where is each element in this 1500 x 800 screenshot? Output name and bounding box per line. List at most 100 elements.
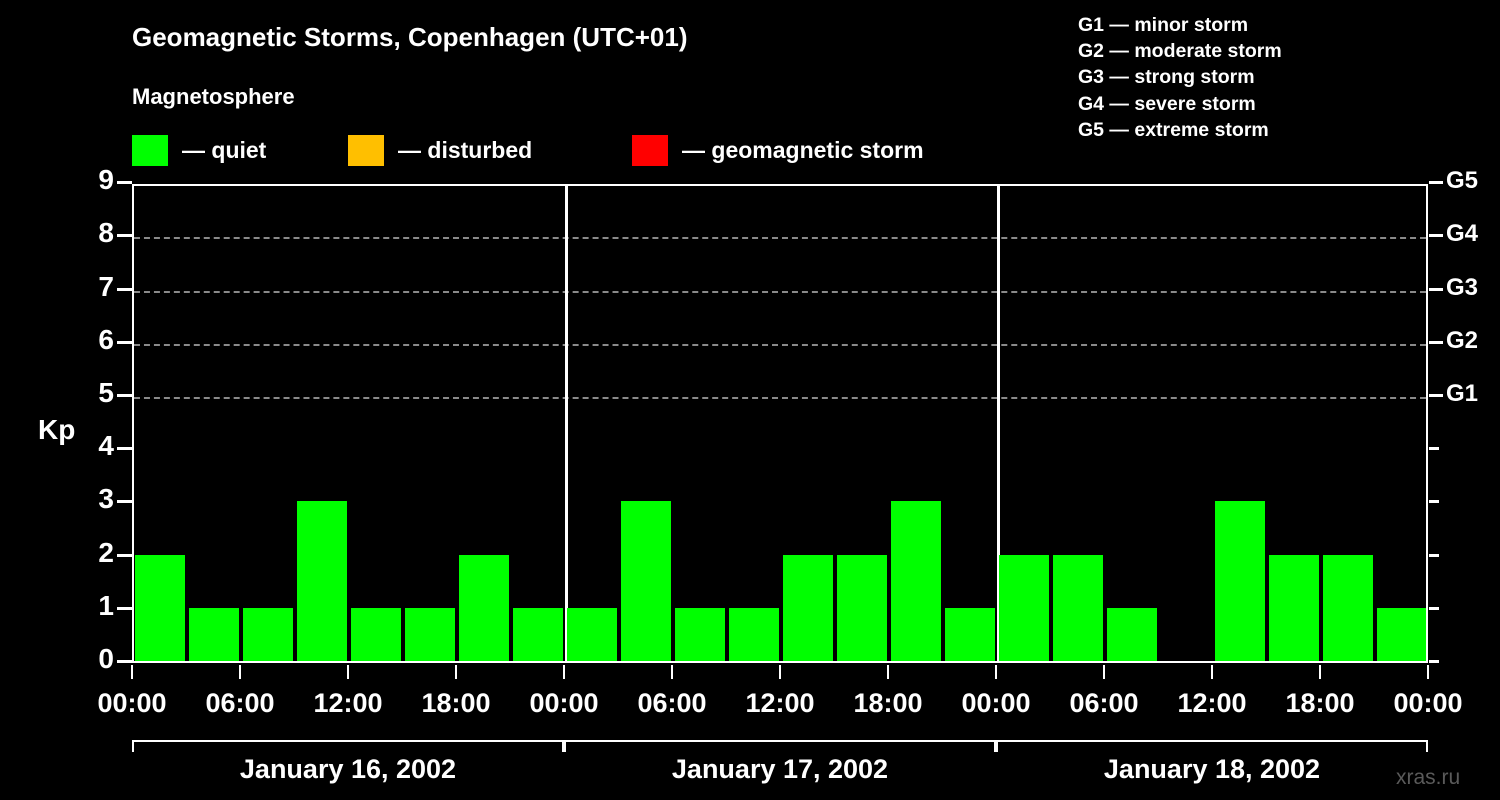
date-bracket-2 [564, 740, 996, 752]
x-tick-label-7: 18:00 [853, 688, 923, 718]
y-tick-mark-5 [117, 394, 132, 397]
g-scale-row-4: G4 — severe storm [1078, 92, 1256, 115]
x-tick-mark-1 [239, 665, 241, 679]
y-tick-mark-2 [117, 553, 132, 557]
x-tick-label-1: 06:00 [205, 688, 275, 718]
gridline-kp-8 [134, 237, 1426, 240]
x-tick-mark-11 [1319, 665, 1321, 679]
gridline-kp-7 [134, 290, 1426, 293]
x-tick-mark-6 [779, 665, 781, 679]
bar[interactable] [351, 607, 401, 661]
y-tick-mark-7 [117, 287, 132, 291]
g-tick-mark-G5 [1429, 181, 1443, 185]
y-tick-label-0: 0 [98, 643, 114, 674]
x-tick-mark-7 [887, 665, 889, 679]
x-tick-mark-0 [131, 665, 133, 679]
bar[interactable] [999, 554, 1049, 661]
legend-item-1: — disturbed [348, 132, 532, 168]
x-tick-mark-2 [347, 665, 349, 679]
day-divider-1 [565, 186, 568, 661]
g-scale-legend: G1 — minor storm G2 — moderate storm G3 — … [1078, 12, 1282, 143]
plot-inner [134, 186, 1426, 661]
right-minor-tick-3 [1429, 500, 1439, 504]
bar[interactable] [1377, 607, 1426, 661]
bar[interactable] [837, 554, 887, 661]
bar[interactable] [1107, 607, 1157, 661]
x-tick-mark-4 [563, 665, 565, 679]
bar[interactable] [1269, 554, 1319, 661]
x-tick-mark-12 [1427, 665, 1429, 679]
day-divider-2 [997, 186, 1000, 661]
bar[interactable] [567, 607, 617, 661]
g-scale-row-1: G1 — minor storm [1078, 14, 1249, 36]
y-tick-label-7: 7 [98, 270, 114, 302]
y-tick-mark-3 [117, 500, 132, 504]
bar[interactable] [1215, 501, 1265, 661]
g-tick-mark-G2 [1429, 340, 1443, 344]
x-tick-label-3: 18:00 [421, 688, 491, 718]
x-tick-mark-10 [1211, 665, 1213, 679]
y-tick-mark-0 [117, 660, 132, 663]
bar[interactable] [729, 607, 779, 661]
bar[interactable] [891, 501, 941, 661]
y-tick-label-3: 3 [98, 483, 114, 515]
date-bracket-1 [132, 740, 564, 752]
x-tick-label-6: 12:00 [745, 688, 815, 718]
g-tick-mark-G1 [1429, 394, 1443, 397]
x-tick-mark-5 [671, 665, 673, 679]
bar[interactable] [621, 501, 671, 661]
plot-area [132, 184, 1428, 663]
bar[interactable] [297, 501, 347, 661]
x-tick-label-5: 06:00 [637, 688, 707, 718]
bar[interactable] [405, 607, 455, 661]
bar[interactable] [1053, 554, 1103, 661]
g-scale-row-2: G2 — moderate storm [1078, 40, 1282, 63]
legend-item-label: — geomagnetic storm [682, 136, 924, 163]
y-tick-label-5: 5 [98, 377, 114, 408]
green-square-icon [132, 134, 168, 166]
g-tick-label-G3: G3 [1446, 273, 1479, 301]
x-tick-mark-9 [1103, 665, 1105, 679]
orange-square-icon [348, 134, 384, 166]
date-bracket-3 [996, 740, 1428, 752]
g-tick-label-G2: G2 [1446, 326, 1479, 354]
watermark: xras.ru [1396, 766, 1461, 789]
bar[interactable] [1323, 554, 1373, 661]
y-tick-label-2: 2 [98, 536, 114, 568]
right-minor-tick-2 [1429, 553, 1439, 557]
x-tick-label-11: 18:00 [1285, 688, 1355, 718]
right-minor-tick-4 [1429, 447, 1439, 451]
bar[interactable] [513, 607, 563, 661]
bar[interactable] [459, 554, 509, 661]
x-tick-label-9: 06:00 [1069, 688, 1139, 718]
y-tick-mark-1 [117, 606, 132, 610]
g-tick-mark-G4 [1429, 234, 1443, 238]
bar[interactable] [783, 554, 833, 661]
red-square-icon [632, 134, 668, 166]
g-tick-label-G5: G5 [1446, 167, 1479, 195]
bar[interactable] [189, 607, 239, 661]
bar[interactable] [243, 607, 293, 661]
g-tick-mark-G3 [1429, 287, 1443, 291]
chart-subtitle: Magnetosphere [132, 84, 295, 109]
y-tick-label-1: 1 [98, 589, 114, 621]
date-label-1: January 16, 2002 [239, 754, 457, 784]
date-label-2: January 17, 2002 [671, 754, 889, 784]
gridline-kp-5 [134, 397, 1426, 399]
g-scale-row-3: G3 — strong storm [1078, 66, 1255, 89]
g-tick-label-G1: G1 [1446, 380, 1479, 407]
x-tick-label-4: 00:00 [529, 688, 599, 718]
legend-item-0: — quiet [132, 132, 266, 168]
y-tick-mark-9 [117, 181, 132, 185]
bar[interactable] [945, 607, 995, 661]
y-tick-mark-4 [117, 447, 132, 451]
gridline-kp-6 [134, 343, 1426, 346]
date-label-3: January 18, 2002 [1103, 754, 1321, 784]
bar[interactable] [675, 607, 725, 661]
y-tick-label-8: 8 [98, 217, 114, 249]
page-title: Geomagnetic Storms, Copenhagen (UTC+01) [132, 22, 688, 52]
legend-item-2: — geomagnetic storm [632, 132, 924, 168]
legend-item-label: — disturbed [398, 136, 533, 163]
bar[interactable] [135, 554, 185, 661]
x-tick-label-2: 12:00 [313, 688, 383, 718]
